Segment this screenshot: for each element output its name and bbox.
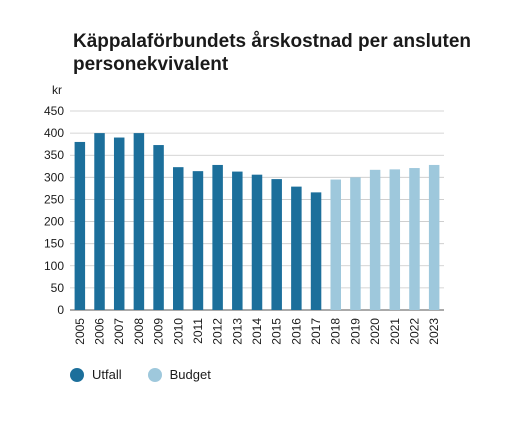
y-tick-label: 300 — [44, 170, 64, 184]
bar-utfall-2017 — [310, 192, 322, 310]
bar-budget-2022 — [409, 168, 420, 310]
x-tick-label: 2016 — [289, 318, 303, 345]
bars — [74, 133, 440, 310]
bar-budget-2021 — [389, 169, 401, 310]
bar-utfall-2007 — [113, 137, 125, 310]
x-axis: 2005 2006 2007 2008 2009 2010 2011 2012 2013 2014… — [73, 318, 441, 345]
chart-title: Käppalaförbundets årskostnad per anslute… — [73, 31, 472, 75]
y-tick-label: 400 — [44, 126, 64, 140]
bar-utfall-2016 — [291, 186, 302, 310]
y-axis-label: kr — [52, 83, 62, 97]
x-tick-label: 2020 — [368, 318, 382, 345]
bar-utfall-2006 — [94, 133, 105, 310]
bar-utfall-2010 — [173, 167, 184, 310]
legend: Utfall Budget — [70, 367, 237, 382]
y-tick-label: 50 — [51, 281, 65, 295]
y-tick-label: 0 — [57, 303, 64, 317]
x-tick-label: 2010 — [171, 318, 185, 345]
x-tick-label: 2007 — [112, 318, 126, 345]
bar-utfall-2008 — [133, 133, 145, 310]
legend-swatch-budget — [147, 367, 162, 382]
bar-utfall-2015 — [271, 179, 282, 310]
x-tick-label: 2014 — [250, 318, 264, 345]
x-tick-label: 2017 — [309, 318, 323, 345]
y-tick-label: 100 — [44, 259, 64, 273]
bar-utfall-2005 — [74, 141, 86, 310]
legend-item-budget: Budget — [147, 367, 211, 382]
x-tick-label: 2021 — [388, 318, 402, 345]
y-tick-label: 350 — [44, 148, 64, 162]
legend-swatch-utfall — [70, 367, 84, 382]
bar-budget-2019 — [350, 177, 361, 310]
bar-utfall-2009 — [153, 145, 164, 310]
x-tick-label: 2011 — [191, 318, 205, 344]
x-tick-label: 2023 — [427, 318, 441, 345]
bar-utfall-2011 — [192, 171, 204, 310]
y-tick-label: 200 — [44, 215, 64, 229]
x-tick-label: 2008 — [132, 318, 146, 345]
x-tick-label: 2015 — [270, 318, 284, 345]
legend-label-budget: Budget — [169, 367, 211, 382]
bar-budget-2020 — [369, 169, 381, 310]
legend-label-utfall: Utfall — [92, 367, 122, 382]
y-tick-label: 250 — [44, 192, 64, 206]
y-tick-label: 450 — [44, 104, 64, 118]
bar-utfall-2013 — [232, 171, 243, 310]
bar-budget-2018 — [330, 179, 341, 310]
x-tick-label: 2012 — [211, 318, 225, 345]
bar-utfall-2014 — [251, 174, 263, 310]
x-tick-label: 2019 — [348, 318, 362, 345]
legend-item-utfall: Utfall — [70, 367, 122, 382]
y-tick-label: 150 — [44, 237, 64, 251]
x-tick-label: 2013 — [230, 318, 244, 345]
y-axis: 0 50 100 150 200 250 300 350 400 450 — [44, 104, 64, 317]
x-tick-label: 2006 — [93, 318, 107, 345]
x-tick-label: 2022 — [407, 318, 421, 345]
x-tick-label: 2005 — [73, 318, 87, 345]
bar-budget-2023 — [428, 164, 440, 310]
x-tick-label: 2018 — [329, 318, 343, 345]
x-tick-label: 2009 — [152, 318, 166, 345]
bar-utfall-2012 — [212, 164, 223, 310]
